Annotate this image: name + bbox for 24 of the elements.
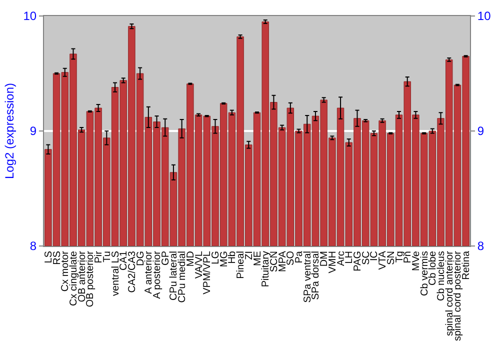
x-tick-label: Cx cingulate (68, 250, 80, 306)
y-axis-title: Log2 (expression) (2, 82, 17, 180)
x-tick-label: LG (210, 250, 222, 264)
x-tick-label: Retina (461, 250, 472, 280)
x-tick-label: RS (52, 250, 63, 265)
x-tick-label: A posterior (152, 250, 164, 299)
x-tick-label: VMH (327, 251, 338, 274)
x-tick-label: ME (252, 250, 264, 266)
y2-tick-label: 9 (477, 124, 484, 138)
x-tick-label: Tu (102, 251, 113, 262)
y-tick-label: 10 (23, 9, 37, 24)
x-tick-label: MVe (410, 250, 422, 272)
x-tick-label: spinal cord posterior (452, 250, 464, 342)
x-tick-label: PAG (352, 250, 364, 272)
y2-tick-label: 8 (477, 239, 484, 254)
y-tick-label: 9 (30, 124, 37, 138)
x-tick-label: CA2/CA3 (126, 250, 138, 293)
x-tick-label: Tg (394, 251, 406, 263)
x-tick-label: OB posterior (85, 250, 96, 308)
x-tick-label: SN (386, 251, 397, 265)
y-tick-label: 8 (30, 239, 37, 254)
x-tick-label: LS (43, 250, 54, 264)
x-tick-label: ZI (244, 251, 255, 260)
y2-tick-label: 10 (477, 9, 492, 24)
